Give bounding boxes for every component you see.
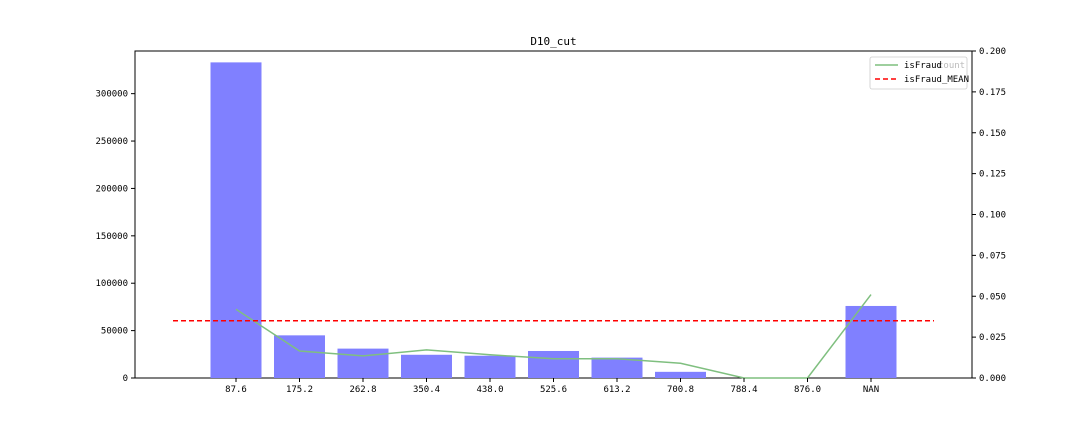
legend-label-isfraud: isFraud	[904, 61, 942, 71]
y-right-tick-label: 0.025	[979, 333, 1006, 343]
y-right-tick-label: 0.200	[979, 47, 1006, 57]
bar-350.4	[401, 354, 452, 378]
bar-700.8	[655, 371, 706, 378]
x-tick-label: 700.8	[667, 385, 694, 395]
legend: count isFraud isFraud_MEAN	[869, 56, 969, 90]
bar-NAN	[845, 305, 897, 378]
bar-525.6	[528, 350, 579, 378]
y-left-tick-label: 100000	[95, 279, 128, 289]
x-axis: 87.6 175.2 262.8 350.4 438.0 525.6 613.2 700.8 7…	[225, 378, 879, 395]
x-tick-label: 87.6	[225, 385, 247, 395]
y-right-tick-label: 0.150	[979, 129, 1006, 139]
x-tick-label: 876.0	[794, 385, 821, 395]
y-right-tick-label: 0.000	[979, 374, 1006, 384]
y-right-tick-label: 0.175	[979, 88, 1006, 98]
y-left-tick-label: 250000	[95, 137, 128, 147]
y-axis-right: 0.000 0.025 0.050 0.075 0.100 0.125 0.150 0.175…	[972, 47, 1006, 384]
y-right-tick-label: 0.050	[979, 292, 1006, 302]
bar-613.2	[591, 357, 643, 378]
x-tick-label: 262.8	[349, 385, 376, 395]
legend-label-isfraud-mean: isFraud_MEAN	[904, 75, 969, 85]
y-left-tick-label: 150000	[95, 232, 128, 242]
bar-438.0	[464, 355, 516, 378]
y-right-tick-label: 0.125	[979, 170, 1006, 180]
y-left-tick-label: 300000	[95, 90, 128, 100]
x-tick-label: NAN	[863, 385, 879, 395]
legend-overlap-text: count	[938, 61, 965, 71]
x-tick-label: 613.2	[603, 385, 630, 395]
bar-262.8	[337, 348, 389, 378]
y-left-tick-label: 200000	[95, 184, 128, 194]
plot-area	[134, 50, 973, 379]
x-tick-label: 525.6	[540, 385, 567, 395]
x-tick-label: 175.2	[286, 385, 313, 395]
y-axis-left: 0 50000 100000 150000 200000 250000 300000	[95, 90, 135, 384]
x-tick-label: 438.0	[476, 385, 503, 395]
y-right-tick-label: 0.075	[979, 251, 1006, 261]
bar-175.2	[274, 335, 325, 378]
x-tick-label: 788.4	[730, 385, 757, 395]
y-left-tick-label: 50000	[101, 327, 128, 337]
x-tick-label: 350.4	[413, 385, 440, 395]
y-right-tick-label: 0.100	[979, 211, 1006, 221]
y-left-tick-label: 0	[123, 374, 128, 384]
bar-87.6	[210, 62, 262, 379]
chart-title: D10_cut	[530, 35, 576, 48]
